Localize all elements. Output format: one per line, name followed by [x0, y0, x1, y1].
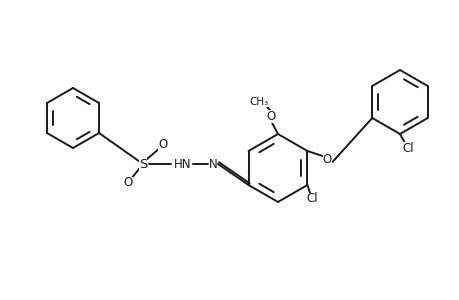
Text: CH₃: CH₃: [249, 97, 268, 107]
Text: O: O: [123, 176, 132, 190]
Text: O: O: [322, 152, 331, 166]
Text: N: N: [208, 158, 217, 170]
Text: Cl: Cl: [306, 193, 318, 206]
Text: O: O: [266, 110, 275, 122]
Text: S: S: [139, 158, 147, 170]
Text: O: O: [158, 137, 167, 151]
Text: HN: HN: [174, 158, 191, 170]
Text: Cl: Cl: [401, 142, 413, 154]
